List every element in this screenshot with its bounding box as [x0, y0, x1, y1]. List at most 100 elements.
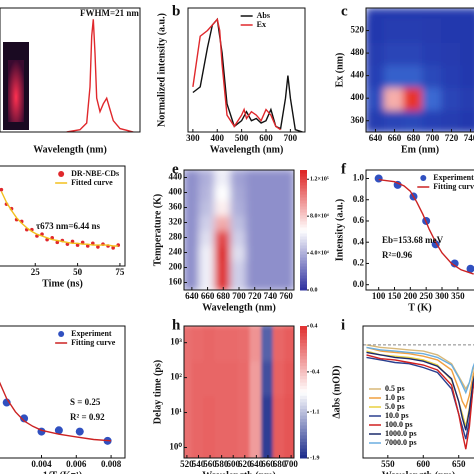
panel-letter: f [341, 161, 347, 177]
series-line [66, 19, 134, 132]
marker [54, 426, 63, 435]
colorbar-step [300, 254, 307, 258]
x-tick-label: 650 [452, 459, 466, 469]
panel-letter: b [172, 3, 180, 19]
heatmap-cell [230, 229, 248, 246]
colorbar-step [300, 418, 307, 423]
frame [0, 165, 126, 267]
colorbar-step [300, 388, 307, 393]
heatmap-cell [198, 199, 217, 216]
y-axis-label: Temperature (K) [152, 194, 163, 267]
heatmap-cell [198, 184, 217, 201]
legend-label: Fitted curve [71, 178, 113, 187]
heatmap [184, 170, 294, 290]
heatmap-cell [238, 429, 252, 458]
x-tick-label: 600 [226, 459, 240, 469]
heatmap-cell [214, 259, 233, 276]
x-tick-label: 660 [388, 133, 402, 143]
x-tick-label: 300 [186, 133, 200, 143]
y-tick-label: 280 [169, 232, 183, 242]
x-tick-label: 50 [73, 267, 83, 277]
heatmap-cell [460, 63, 474, 88]
panel-letter: c [341, 3, 348, 19]
heatmap-cell [198, 244, 217, 261]
colorbar-label: 1.2×10⁵ [310, 177, 329, 183]
colorbar-step [300, 215, 307, 219]
heatmap-cell [422, 63, 443, 88]
x-tick-label: 75 [115, 267, 125, 277]
frame [365, 169, 474, 291]
colorbar-step [300, 434, 307, 439]
annotation: Eb=153.68 meV [382, 235, 444, 245]
heatmap-cell [230, 214, 248, 231]
colorbar-label: 0.4 [310, 323, 318, 329]
series-line [366, 346, 474, 410]
x-tick-label: 0.004 [31, 459, 52, 469]
colorbar-step [300, 398, 307, 403]
heatmap-cell [214, 359, 229, 397]
legend-label: Ex [257, 20, 266, 29]
heatmap-cell [441, 18, 462, 43]
colorbar-step [300, 355, 307, 360]
heatmap-cell [277, 214, 294, 231]
y-tick-label: 400 [169, 187, 183, 197]
heatmap-cell [226, 326, 240, 362]
colorbar-step [300, 411, 307, 416]
heatmap-cell [226, 359, 240, 397]
heatmap-cell [422, 85, 443, 111]
x-axis-label: T (K) [408, 302, 431, 313]
heatmap-cell [214, 214, 233, 231]
legend-label: 10.0 ps [385, 411, 409, 420]
heatmap-cell [198, 274, 217, 290]
heatmap-cell [191, 359, 206, 397]
y-axis-label: Δabs (mOD) [331, 365, 342, 418]
colorbar-step [300, 448, 307, 452]
heatmap-cell [403, 18, 424, 43]
heatmap-cell [191, 429, 206, 458]
x-tick-label: 700 [284, 133, 298, 143]
x-axis-label: 1/T (K⁻¹) [43, 470, 82, 474]
plot-area [192, 17, 303, 132]
y-tick-label: 0.0 [353, 279, 365, 289]
colorbar-step [300, 352, 307, 357]
heatmap-cell [238, 326, 252, 362]
series-line [192, 17, 303, 132]
y-tick-label: 10¹ [170, 407, 182, 417]
frame [365, 7, 474, 133]
colorbar-step [300, 454, 307, 459]
colorbar-step [300, 451, 307, 456]
marker [0, 187, 4, 192]
heatmap-cell [184, 170, 201, 186]
heatmap-cell [284, 394, 294, 432]
heatmap-cell [441, 63, 462, 88]
colorbar-step [300, 266, 307, 270]
heatmap-cell [460, 85, 474, 111]
x-tick-label: 660 [261, 459, 275, 469]
heatmap-cell [261, 170, 280, 186]
heatmap-cell [214, 326, 229, 362]
heatmap-cell [261, 429, 275, 458]
heatmap-cell [203, 359, 217, 397]
heatmap-cell [261, 394, 275, 432]
annotation: R²=0.96 [382, 250, 413, 260]
heatmap-cell [245, 184, 264, 201]
x-tick-label: 620 [238, 459, 252, 469]
colorbar-step [300, 444, 307, 449]
heatmap-cell [245, 170, 264, 186]
colorbar-label: -1.9 [310, 455, 320, 461]
colorbar-step [300, 415, 307, 419]
y-tick-label: 320 [169, 217, 183, 227]
x-tick-label: 720 [248, 291, 262, 301]
colorbar-step [300, 378, 307, 383]
heatmap-cell [245, 199, 264, 216]
heatmap-cell [214, 274, 233, 290]
heatmap-cell [198, 170, 217, 186]
colorbar-step [300, 395, 307, 400]
colorbar-step [300, 332, 307, 337]
x-tick-label: 660 [201, 291, 215, 301]
panel-letter: e [172, 161, 179, 177]
heatmap-cell [198, 259, 217, 276]
x-tick-label: 0.008 [101, 459, 122, 469]
heatmap-cell [261, 199, 280, 216]
colorbar-step [300, 421, 307, 426]
